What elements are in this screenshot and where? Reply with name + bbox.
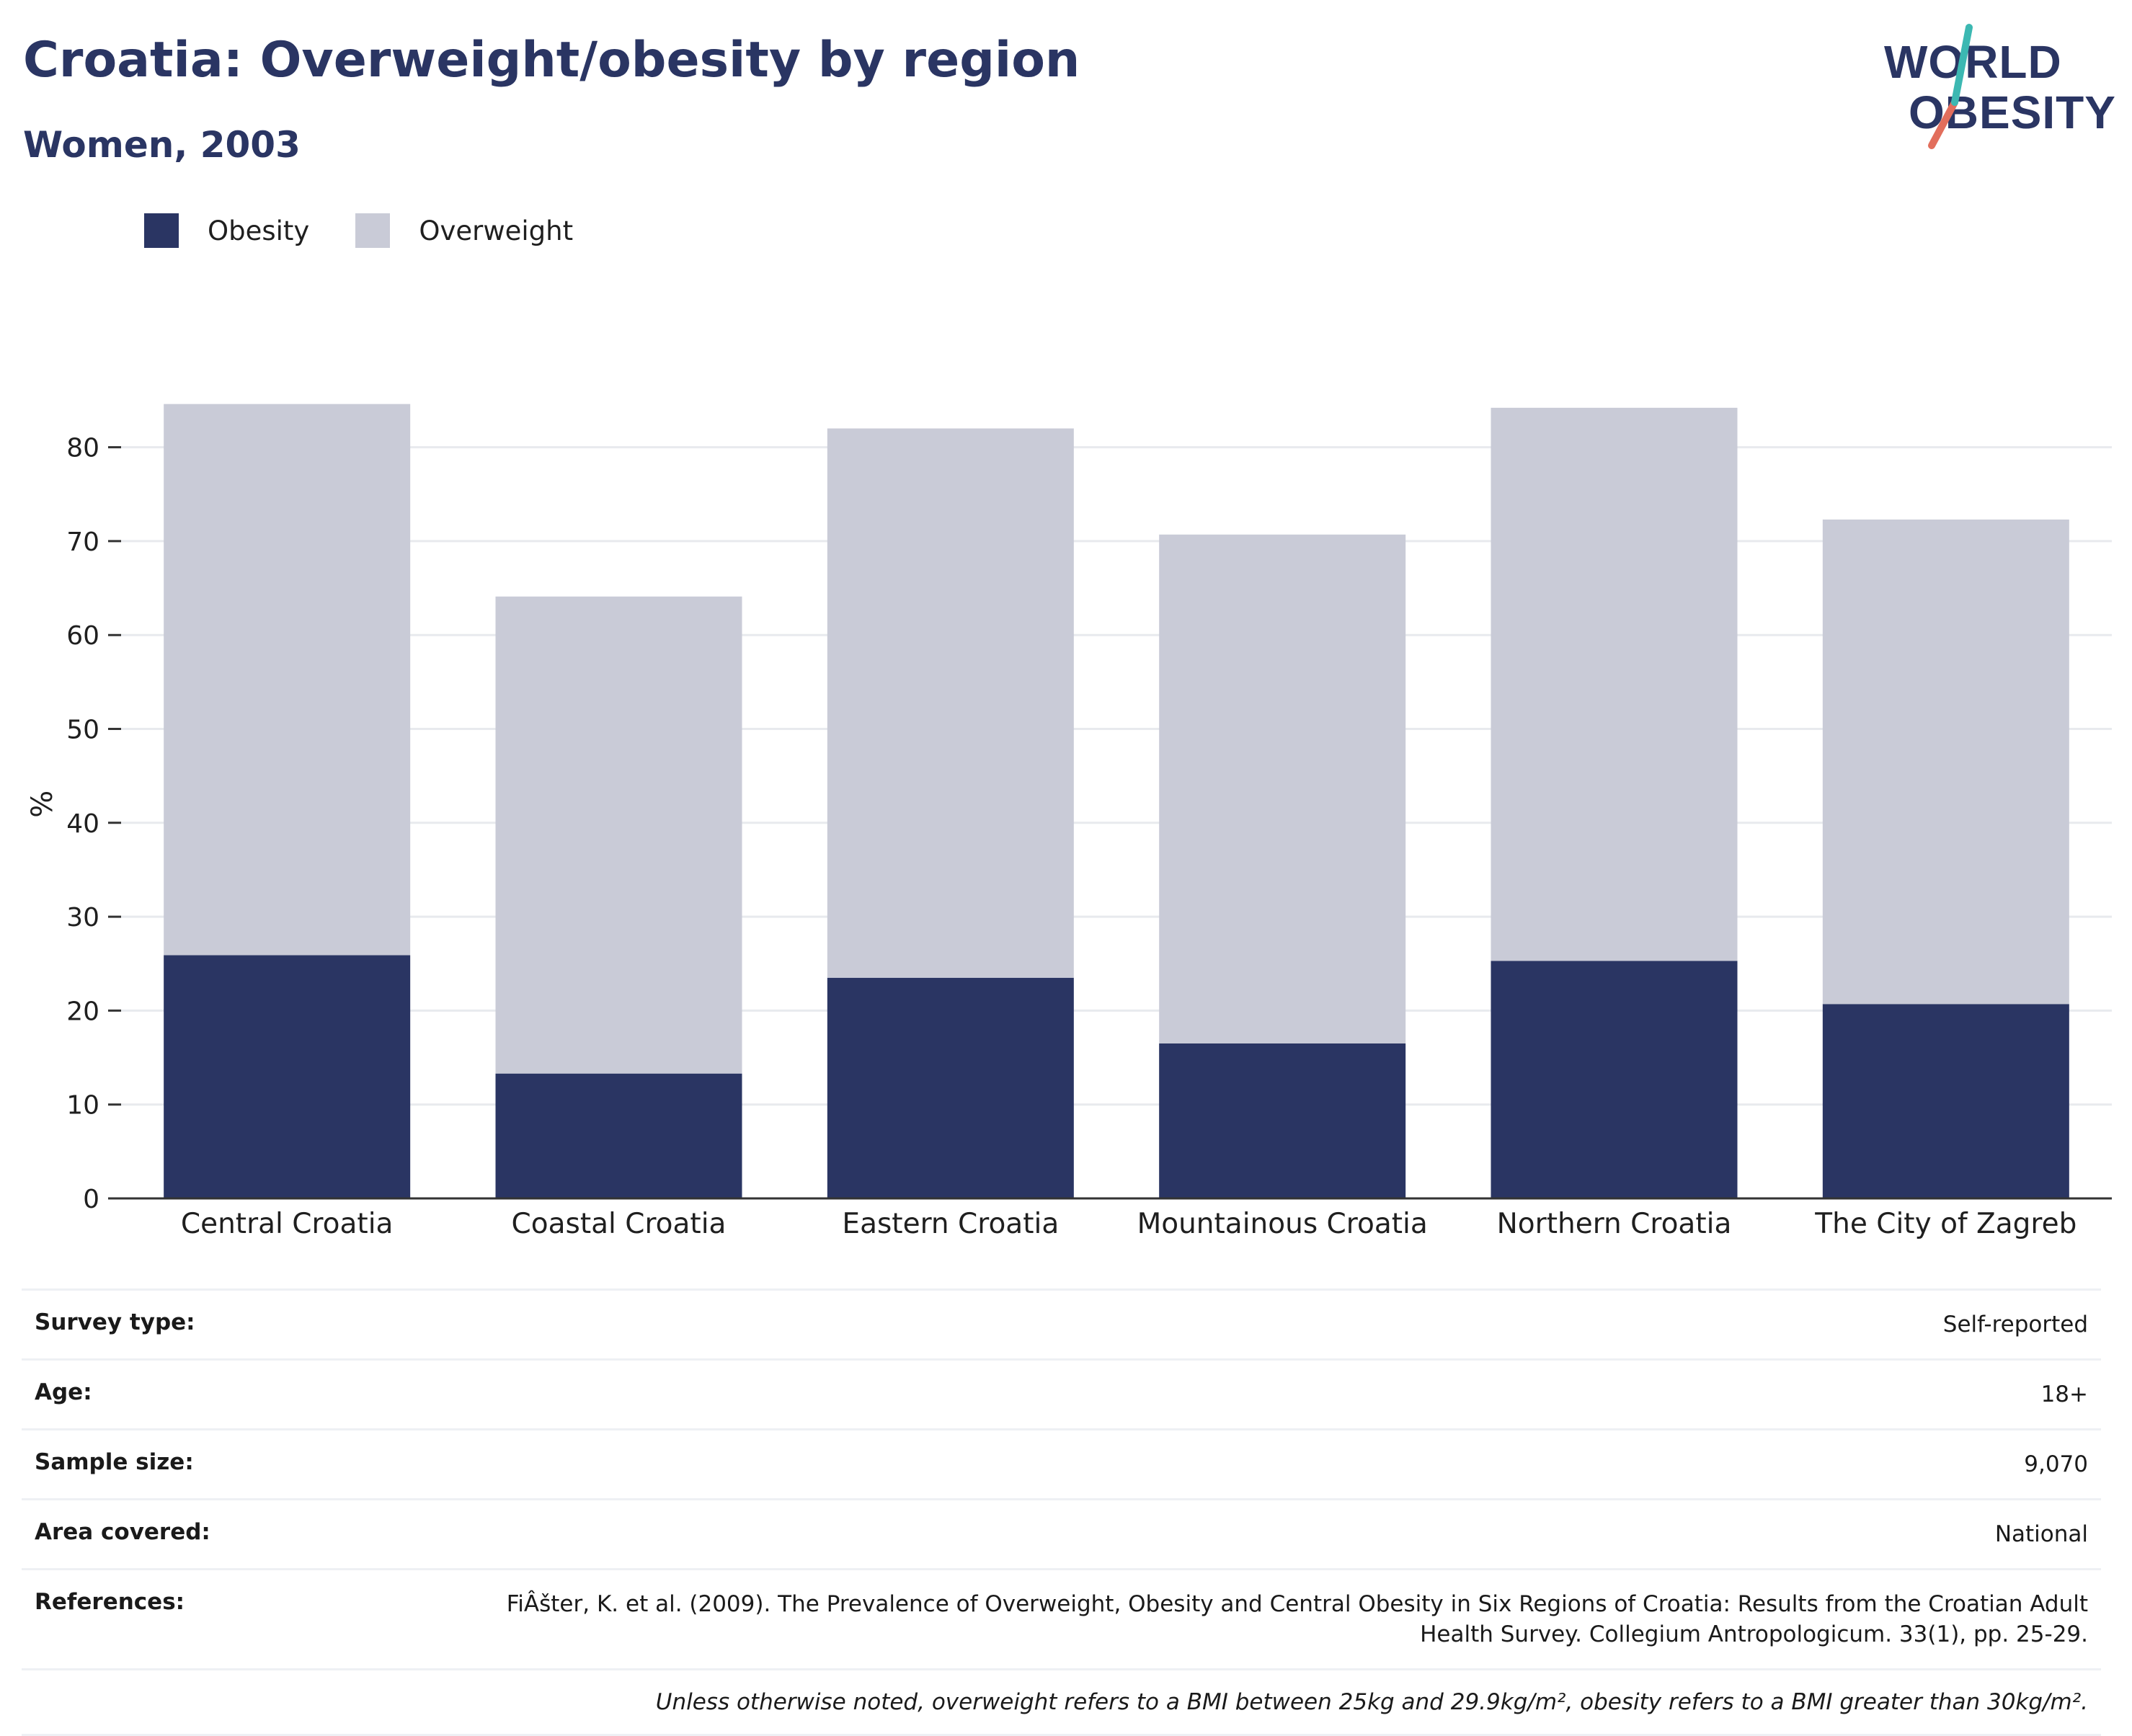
bar-obesity-central-croatia: [164, 955, 411, 1198]
legend-label-obesity: Obesity: [208, 215, 310, 246]
legend-swatch-overweight: [355, 213, 391, 248]
svg-text:WORLD: WORLD: [1884, 36, 2062, 88]
y-tick-label: 40: [66, 809, 99, 839]
y-tick-label: 80: [66, 434, 99, 463]
detail-key: Area covered:: [35, 1519, 210, 1545]
y-tick-label: 70: [66, 528, 99, 557]
detail-value: 9,070: [2024, 1451, 2088, 1477]
y-tick-label: 30: [66, 903, 99, 932]
legend-swatch-obesity: [144, 213, 179, 248]
bar-obesity-mountainous-croatia: [1159, 1043, 1406, 1198]
y-axis-label: %: [26, 791, 59, 818]
bar-obesity-coastal-croatia: [495, 1073, 742, 1198]
detail-row-area-covered: Area covered: National: [22, 1498, 2101, 1568]
bar-overweight-eastern-croatia: [827, 428, 1074, 978]
bmi-footnote: Unless otherwise noted, overweight refer…: [22, 1668, 2101, 1736]
x-tick-label: Coastal Croatia: [512, 1208, 727, 1240]
survey-details-table: Survey type: Self-reported Age: 18+ Samp…: [22, 1288, 2101, 1736]
bar-obesity-northern-croatia: [1491, 961, 1738, 1198]
y-tick-label: 10: [66, 1091, 99, 1121]
chart-title: Croatia: Overweight/obesity by region: [23, 32, 1080, 89]
detail-row-references: References: FiÂšter, K. et al. (2009). T…: [22, 1568, 2101, 1668]
detail-value: FiÂšter, K. et al. (2009). The Prevalenc…: [506, 1591, 2088, 1647]
x-tick-label: Mountainous Croatia: [1137, 1208, 1428, 1240]
stacked-bar-chart: 0 10 20 30 40 50 60 70 80% Central Croatia Coastal…: [26, 404, 2112, 1240]
bar-overweight-northern-croatia: [1491, 407, 1738, 961]
detail-row-sample-size: Sample size: 9,070: [22, 1428, 2101, 1498]
y-tick-label: 0: [83, 1185, 99, 1214]
detail-row-age: Age: 18+: [22, 1358, 2101, 1428]
legend-item-obesity: Obesity: [144, 213, 309, 248]
y-tick-label: 50: [66, 716, 99, 745]
bar-obesity-eastern-croatia: [827, 977, 1074, 1198]
detail-value: Self-reported: [1942, 1312, 2088, 1337]
detail-key: Survey type:: [35, 1309, 195, 1335]
x-tick-label: Central Croatia: [181, 1208, 394, 1240]
x-tick-label: Eastern Croatia: [842, 1208, 1059, 1240]
detail-key: Age:: [35, 1379, 92, 1405]
bar-overweight-coastal-croatia: [495, 596, 742, 1074]
detail-key: Sample size:: [35, 1449, 194, 1475]
y-tick-label: 60: [66, 621, 99, 651]
bar-overweight-the-city-of-zagreb: [1822, 519, 2069, 1005]
detail-value: 18+: [2040, 1381, 2088, 1407]
bar-overweight-central-croatia: [164, 404, 411, 956]
chart-legend: Obesity Overweight: [144, 213, 619, 248]
y-tick-label: 20: [66, 997, 99, 1026]
detail-row-survey-type: Survey type: Self-reported: [22, 1288, 2101, 1358]
legend-item-overweight: Overweight: [355, 213, 573, 248]
detail-key: References:: [35, 1589, 185, 1615]
x-tick-label: Northern Croatia: [1497, 1208, 1732, 1240]
world-obesity-logo: WORLD OBESITY: [1884, 24, 2115, 149]
detail-value: National: [1994, 1521, 2088, 1547]
x-tick-label: The City of Zagreb: [1814, 1208, 2077, 1240]
bar-overweight-mountainous-croatia: [1159, 534, 1406, 1044]
legend-label-overweight: Overweight: [419, 215, 574, 246]
chart-subtitle: Women, 2003: [23, 124, 301, 166]
bar-obesity-the-city-of-zagreb: [1822, 1004, 2069, 1198]
